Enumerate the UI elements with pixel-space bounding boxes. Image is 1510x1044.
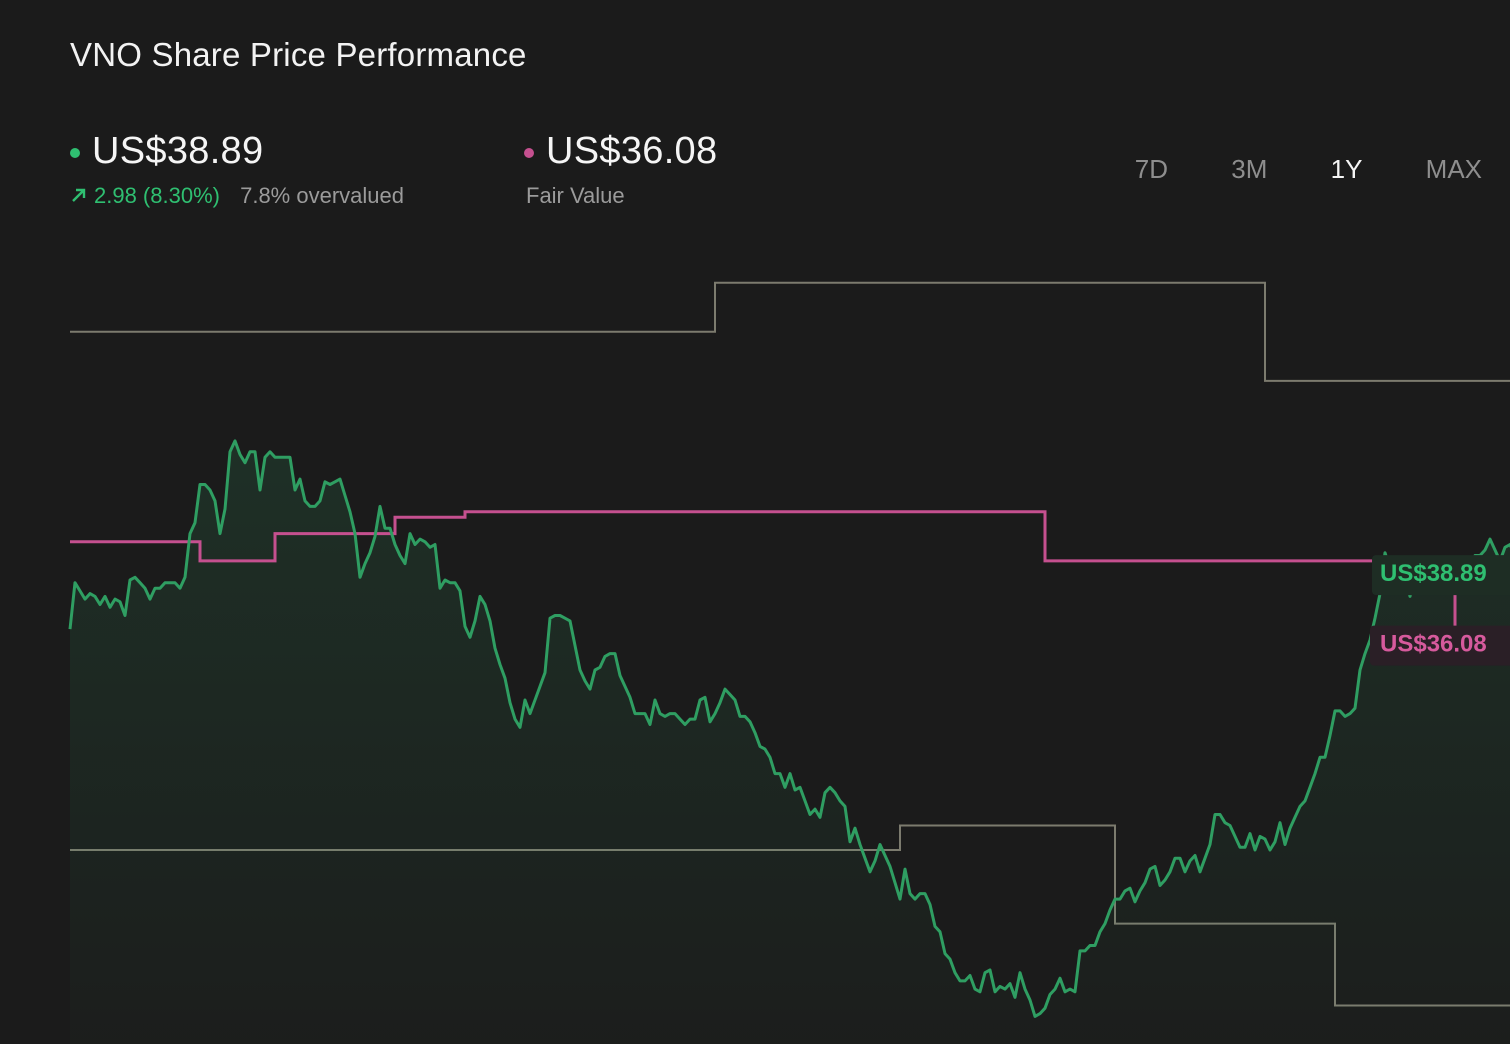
analyst-high-line <box>70 281 1510 382</box>
fair-value-block: US$36.08 Fair Value <box>524 130 717 209</box>
range-7d-button[interactable]: 7D <box>1134 154 1169 184</box>
fair-value-line <box>70 510 1457 630</box>
price-end-label-bg <box>1372 555 1510 596</box>
end-labels: US$38.89 US$36.08 <box>1370 555 1510 666</box>
price-area-fill <box>70 440 1510 1044</box>
range-max-button[interactable]: MAX <box>1425 154 1482 184</box>
price-change-text: 2.98 (8.30%) <box>94 183 220 208</box>
valuation-status: 7.8% overvalued <box>240 183 404 208</box>
price-end-label: US$38.89 <box>1380 560 1487 587</box>
trend-up-arrow-icon <box>72 188 86 203</box>
range-1y-button[interactable]: 1Y <box>1330 154 1363 184</box>
price-legend-dot <box>70 147 80 158</box>
fair-value-series <box>70 510 1457 630</box>
page-title: VNO Share Price Performance <box>70 36 527 73</box>
time-range-selector: 7D 3M 1Y MAX <box>1079 154 1482 185</box>
price-change: 2.98 (8.30%) <box>70 183 226 208</box>
fair-value-legend-dot <box>524 147 534 158</box>
price-line <box>68 439 1510 1018</box>
fair-value-label: Fair Value <box>526 183 625 208</box>
current-price-block: US$38.89 2.98 (8.30%) 7.8% overvalued <box>70 130 404 209</box>
fair-value-end-label-bg <box>1370 625 1510 666</box>
fair-value-value: US$36.08 <box>546 130 718 172</box>
price-area <box>70 440 1510 1044</box>
range-3m-button[interactable]: 3M <box>1231 154 1268 184</box>
fair-value-end-label: US$36.08 <box>1380 631 1487 658</box>
current-price-value: US$38.89 <box>92 130 264 172</box>
price-series <box>68 439 1510 1018</box>
